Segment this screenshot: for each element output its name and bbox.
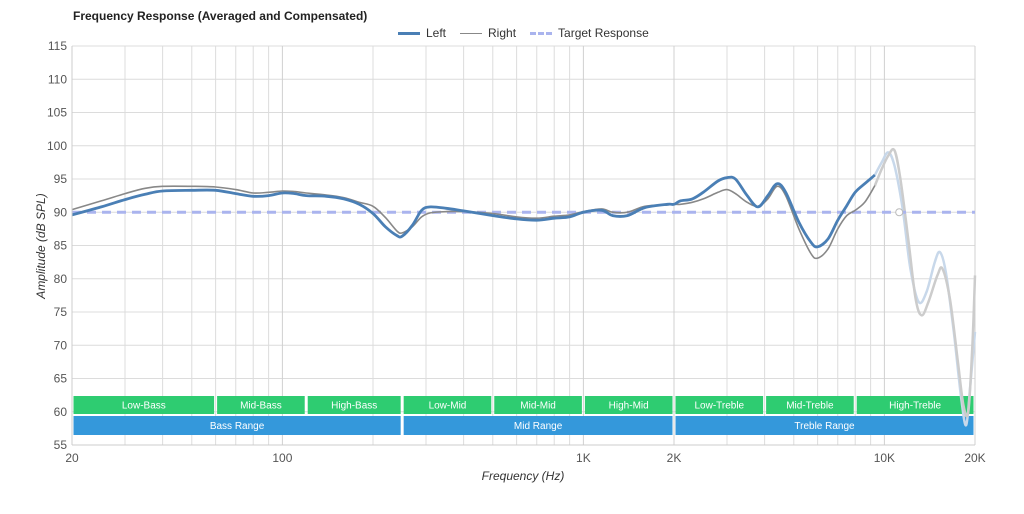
- sub-band-rect: [766, 396, 854, 414]
- right-line: [71, 185, 876, 260]
- y-tick-label: 105: [47, 106, 67, 120]
- left-faded-line: [873, 151, 977, 427]
- left-line: [71, 173, 876, 249]
- y-tick-label: 65: [54, 372, 68, 386]
- sub-band-rect: [403, 396, 492, 414]
- legend-item-left[interactable]: Left: [398, 26, 446, 40]
- chart-title: Frequency Response (Averaged and Compens…: [73, 9, 368, 23]
- sub-band-label: Low-Bass: [122, 401, 166, 412]
- sub-band-rect: [584, 396, 673, 414]
- x-tick-label: 20K: [964, 451, 985, 465]
- range-band-rect: [403, 416, 673, 435]
- y-tick-label: 90: [54, 205, 68, 219]
- sub-band-rect: [217, 396, 305, 414]
- y-tick-label: 80: [54, 272, 68, 286]
- sub-band-label: Mid-Mid: [520, 401, 556, 412]
- legend-label-left: Left: [426, 26, 447, 40]
- x-tick-label: 100: [272, 451, 292, 465]
- legend-item-right[interactable]: Right: [460, 26, 516, 40]
- range-band-rect: [675, 416, 974, 435]
- frequency-bands: Low-Bass Mid-Bass High-Bass Low-Mid Mid-Mid H…: [73, 396, 974, 435]
- gridlines: [71, 45, 976, 446]
- x-axis-label: Frequency (Hz): [482, 469, 565, 483]
- y-tick-label: 115: [48, 39, 67, 53]
- legend-swatch-target: [530, 31, 553, 35]
- y-tick-label: 75: [54, 305, 68, 319]
- sub-band-label: Mid-Treble: [786, 401, 834, 412]
- sub-band-label: High-Mid: [609, 401, 649, 412]
- range-band-label: Treble Range: [794, 421, 855, 432]
- y-tick-label: 95: [54, 172, 68, 186]
- legend: Left Right Target Response: [398, 26, 663, 40]
- sub-band-rect: [675, 396, 764, 414]
- range-band-label: Mid Range: [514, 421, 563, 432]
- legend-label-target: Target Response: [558, 26, 649, 40]
- range-band-rect: [73, 416, 401, 435]
- sub-band-label: Mid-Bass: [240, 401, 282, 412]
- x-tick-label: 20: [65, 451, 79, 465]
- sub-band-rect: [856, 396, 974, 414]
- y-tick-label: 60: [54, 405, 68, 419]
- y-tick-label: 100: [47, 139, 67, 153]
- curves: [71, 147, 977, 427]
- axes: 55 60 65 70 75 80 85 90 95 100 105 110 115 20 100 1K 2K 1…: [47, 39, 986, 465]
- range-band-label: Bass Range: [210, 421, 265, 432]
- sub-band-label: Low-Treble: [694, 401, 744, 412]
- y-tick-label: 85: [54, 239, 68, 253]
- x-tick-label: 2K: [667, 451, 682, 465]
- sub-band-rect: [494, 396, 582, 414]
- sub-band-rect: [73, 396, 215, 414]
- x-tick-label: 1K: [576, 451, 591, 465]
- y-tick-label: 110: [48, 72, 67, 86]
- hover-marker: [895, 208, 904, 217]
- sub-band-label: High-Bass: [331, 401, 377, 412]
- right-faded-line: [873, 147, 977, 418]
- legend-item-target[interactable]: Target Response: [530, 26, 649, 40]
- sub-band-rect: [307, 396, 401, 414]
- sub-band-label: High-Treble: [889, 401, 941, 412]
- y-tick-label: 55: [54, 438, 68, 452]
- x-tick-label: 10K: [874, 451, 895, 465]
- legend-swatch-left: [398, 31, 420, 35]
- y-axis-label: Amplitude (dB SPL): [34, 193, 48, 299]
- y-tick-label: 70: [54, 338, 68, 352]
- legend-label-right: Right: [488, 26, 517, 40]
- sub-band-label: Low-Mid: [429, 401, 467, 412]
- legend-swatch-right: [460, 32, 483, 34]
